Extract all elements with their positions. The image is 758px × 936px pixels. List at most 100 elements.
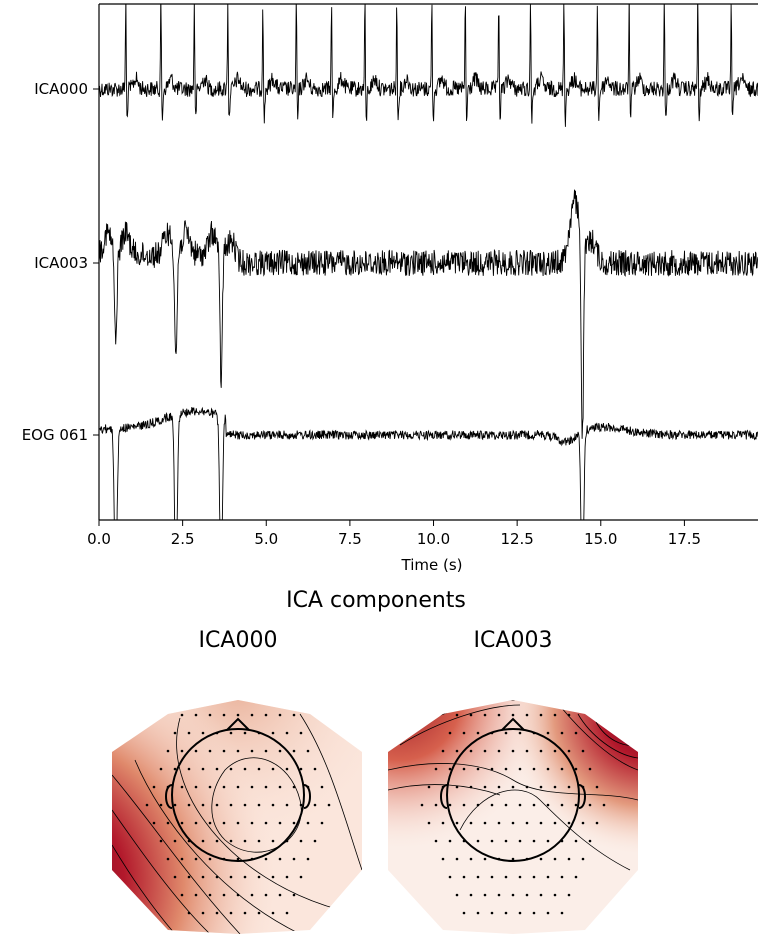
- sensor-dot: [504, 803, 508, 807]
- sensor-dot: [264, 785, 268, 789]
- head-outline: [440, 717, 586, 862]
- sensor-dot: [285, 875, 289, 879]
- sensor-dot: [602, 803, 606, 807]
- sensor-dot: [595, 821, 599, 825]
- sensor-dot: [243, 731, 247, 735]
- sensor-dot: [525, 821, 529, 825]
- sensor-dot: [264, 893, 268, 897]
- sensor-dot: [448, 839, 452, 843]
- sensor-dot: [264, 713, 268, 717]
- x-tick-label: 12.5: [500, 530, 533, 548]
- sensor-dot: [278, 785, 282, 789]
- sensor-dot: [490, 839, 494, 843]
- sensor-dot: [222, 893, 226, 897]
- sensor-dot: [553, 857, 557, 861]
- topomap-title-ica000: ICA000: [199, 628, 278, 653]
- sensor-dot: [539, 713, 543, 717]
- sensor-dot: [159, 839, 163, 843]
- sensor-dot: [173, 767, 177, 771]
- sensor-dot: [194, 785, 198, 789]
- sensor-dot: [469, 821, 473, 825]
- sensor-dot: [299, 803, 303, 807]
- sensor-dot: [581, 749, 585, 753]
- x-tick-label: 0.0: [87, 530, 111, 548]
- sensor-dot: [427, 785, 431, 789]
- topomap-title-ica003: ICA003: [474, 628, 553, 653]
- sensor-dot: [243, 911, 247, 915]
- sensor-dot: [518, 839, 522, 843]
- sensor-dot: [250, 713, 254, 717]
- sensor-dot: [574, 767, 578, 771]
- sensor-dot: [313, 803, 317, 807]
- sensor-dot: [187, 767, 191, 771]
- sensor-dot: [320, 785, 324, 789]
- sensor-dot: [250, 785, 254, 789]
- sensor-dots: [420, 713, 606, 915]
- sensor-dot: [222, 821, 226, 825]
- sensor-dot: [490, 875, 494, 879]
- sensor-dot: [194, 749, 198, 753]
- sensor-dot: [504, 839, 508, 843]
- sensor-dot: [215, 767, 219, 771]
- figure-title: ICA components: [286, 588, 466, 613]
- sensor-dot: [574, 875, 578, 879]
- trace-ica003: [99, 189, 758, 439]
- sensor-dot: [292, 821, 296, 825]
- topomap-field-right-frontal: [388, 700, 638, 934]
- trace-eog-061: [99, 406, 758, 520]
- sensor-dot: [504, 875, 508, 879]
- sensor-dot: [532, 803, 536, 807]
- sensor-dot: [299, 767, 303, 771]
- sensor-dot: [180, 749, 184, 753]
- sensor-dot: [420, 803, 424, 807]
- sensor-dot: [483, 893, 487, 897]
- sensor-dot: [208, 749, 212, 753]
- sensor-dot: [595, 785, 599, 789]
- sensor-dot: [271, 803, 275, 807]
- sensor-dot: [546, 839, 550, 843]
- sensor-dot: [546, 875, 550, 879]
- sensor-dot: [476, 911, 480, 915]
- sensor-dot: [173, 731, 177, 735]
- timeseries-panel: ICA000 ICA003 EOG 061 0.0 2.5 5.0 7.5 10.0 12.5…: [22, 3, 758, 574]
- sensor-dot: [180, 857, 184, 861]
- sensor-dot: [518, 875, 522, 879]
- sensor-dot: [292, 893, 296, 897]
- sensor-dot: [236, 749, 240, 753]
- sensor-dot: [180, 785, 184, 789]
- sensor-dot: [320, 821, 324, 825]
- sensor-dot: [476, 839, 480, 843]
- sensor-dot: [455, 785, 459, 789]
- sensor-dot: [201, 875, 205, 879]
- sensor-dot: [434, 839, 438, 843]
- sensor-dot: [208, 785, 212, 789]
- sensor-dot: [560, 731, 564, 735]
- sensor-dot: [546, 731, 550, 735]
- sensor-dot: [285, 767, 289, 771]
- sensor-dot: [215, 803, 219, 807]
- sensor-dot: [567, 785, 571, 789]
- sensor-dot: [455, 821, 459, 825]
- sensor-dot: [455, 893, 459, 897]
- sensor-dot: [243, 875, 247, 879]
- sensor-dot: [546, 911, 550, 915]
- sensor-dot: [264, 857, 268, 861]
- sensor-dot: [455, 713, 459, 717]
- sensor-dot: [229, 839, 233, 843]
- sensor-dot: [194, 857, 198, 861]
- sensor-dot: [525, 713, 529, 717]
- trace-ica000: [99, 4, 758, 127]
- sensor-dot: [159, 803, 163, 807]
- sensor-dot: [483, 857, 487, 861]
- sensor-dot: [173, 803, 177, 807]
- sensor-dot: [187, 731, 191, 735]
- sensor-dot: [497, 821, 501, 825]
- sensor-dot: [476, 767, 480, 771]
- sensor-dot: [511, 857, 515, 861]
- sensor-dot: [441, 821, 445, 825]
- sensor-dot: [511, 785, 515, 789]
- sensor-dot: [560, 803, 564, 807]
- sensor-dot: [173, 839, 177, 843]
- sensor-dot: [532, 839, 536, 843]
- x-tick-label: 17.5: [668, 530, 701, 548]
